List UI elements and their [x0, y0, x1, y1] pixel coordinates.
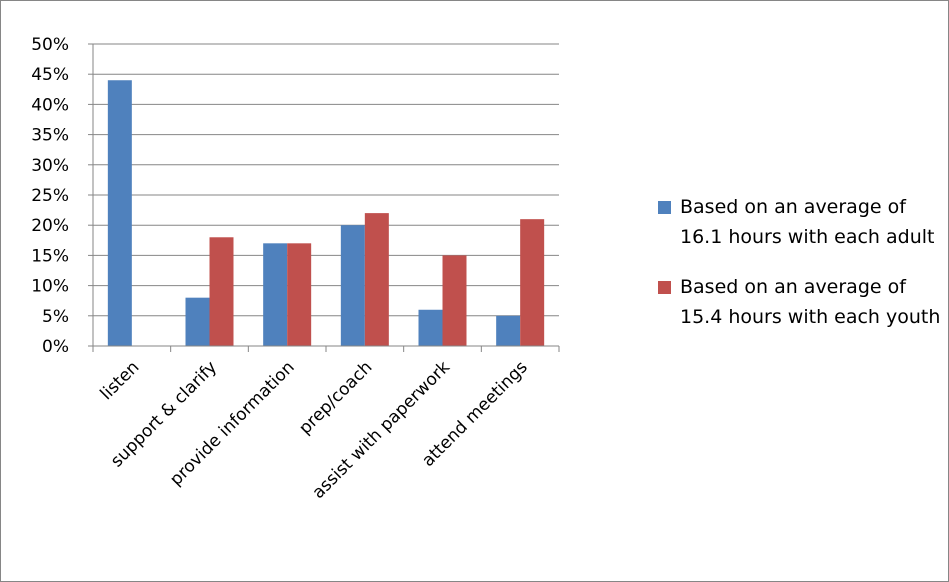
- legend-item-adult: Based on an average of 16.1 hours with e…: [658, 192, 943, 252]
- y-tick-label: 10%: [31, 277, 69, 297]
- legend-swatch-youth: [658, 281, 671, 294]
- bar: [107, 80, 132, 347]
- bar: [287, 243, 312, 346]
- y-tick-label: 0%: [42, 337, 69, 357]
- legend: Based on an average of 16.1 hours with e…: [658, 192, 943, 352]
- bar: [442, 255, 467, 346]
- bar: [185, 297, 210, 346]
- bar: [418, 309, 443, 346]
- bar: [263, 243, 288, 346]
- bar: [520, 219, 545, 346]
- legend-label-youth: Based on an average of 15.4 hours with e…: [680, 276, 941, 328]
- y-tick-label: 20%: [31, 216, 69, 236]
- y-tick-label: 25%: [31, 186, 69, 206]
- legend-swatch-adult: [658, 201, 671, 214]
- gridlines: [93, 43, 559, 317]
- y-tick-label: 50%: [31, 35, 69, 55]
- x-category-label: listen: [97, 357, 144, 404]
- bar: [364, 213, 389, 346]
- y-tick-label: 5%: [42, 307, 69, 327]
- x-category-label: prep/coach: [295, 357, 376, 438]
- y-tick-label: 35%: [31, 126, 69, 146]
- x-category-label: assist with paperwork: [308, 357, 454, 503]
- y-tick-label: 30%: [31, 156, 69, 176]
- y-tick-label: 45%: [31, 65, 69, 85]
- y-tick-label: 40%: [31, 95, 69, 115]
- y-tick-label: 15%: [31, 246, 69, 266]
- legend-label-adult: Based on an average of 16.1 hours with e…: [680, 196, 935, 248]
- bar: [209, 237, 234, 346]
- y-axis-ticks: 0% 5% 10% 15% 20% 25% 30% 35% 40% 45% 50%: [31, 35, 93, 357]
- bar: [340, 225, 365, 346]
- bar: [496, 315, 521, 346]
- axes: [92, 44, 560, 352]
- legend-item-youth: Based on an average of 15.4 hours with e…: [658, 272, 943, 332]
- bars: [107, 80, 545, 347]
